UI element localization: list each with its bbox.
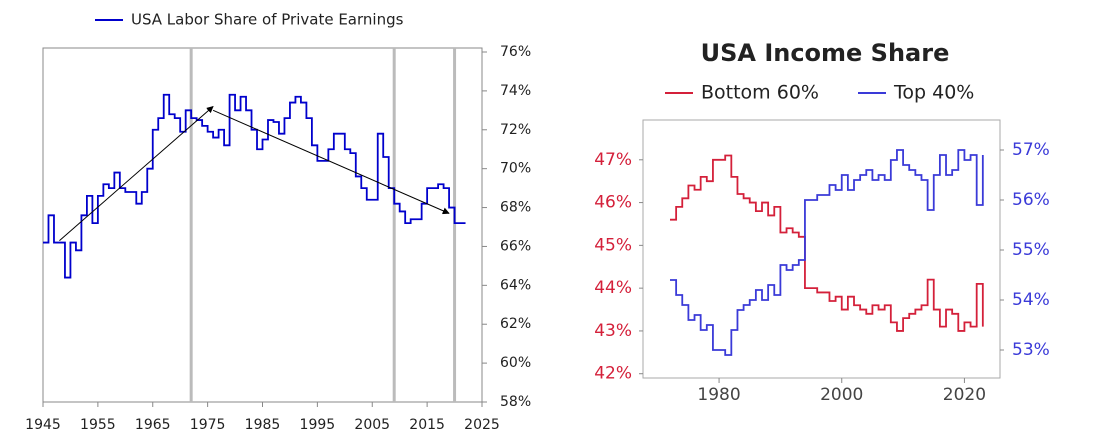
- y-tick-label: 60%: [500, 355, 531, 371]
- legend-label: Bottom 60%: [701, 82, 819, 104]
- y-tick-label: 66%: [500, 238, 531, 254]
- y-tick-label: 72%: [500, 122, 531, 138]
- y2-tick-label: 57%: [1012, 140, 1050, 160]
- y2-tick-label: 56%: [1012, 190, 1050, 210]
- x-tick-label: 1985: [245, 417, 281, 433]
- y2-tick-label: 54%: [1012, 290, 1050, 310]
- x-tick-label: 2025: [464, 417, 500, 433]
- x-tick-label: 1995: [300, 417, 336, 433]
- x-tick-label: 2020: [943, 385, 986, 405]
- y-tick-label: 58%: [500, 394, 531, 410]
- y-tick-label: 76%: [500, 44, 531, 60]
- legend-label: USA Labor Share of Private Earnings: [131, 11, 404, 29]
- arrow: [212, 109, 450, 215]
- series-line: [43, 93, 466, 279]
- y2-tick-label: 53%: [1012, 340, 1050, 360]
- x-tick-label: 1955: [80, 417, 116, 433]
- x-tick-label: 1975: [190, 417, 226, 433]
- x-tick-label: 2000: [820, 385, 863, 405]
- y-tick-label: 44%: [594, 278, 632, 298]
- y-tick-label: 62%: [500, 316, 531, 332]
- y-tick-label: 70%: [500, 161, 531, 177]
- y-tick-label: 46%: [594, 193, 632, 213]
- series-line: [669, 154, 984, 332]
- x-tick-label: 2015: [409, 417, 445, 433]
- y2-tick-label: 55%: [1012, 240, 1050, 260]
- legend-label: Top 40%: [893, 82, 974, 104]
- y-tick-label: 45%: [594, 235, 632, 255]
- x-tick-label: 1980: [697, 385, 740, 405]
- y-tick-label: 74%: [500, 83, 531, 99]
- y-tick-label: 47%: [594, 150, 632, 170]
- plot-frame: [42, 47, 483, 403]
- x-tick-label: 1945: [25, 417, 61, 433]
- arrow: [59, 105, 214, 241]
- x-tick-label: 2005: [354, 417, 390, 433]
- y-tick-label: 43%: [594, 321, 632, 341]
- x-tick-label: 1965: [135, 417, 171, 433]
- y-tick-label: 42%: [594, 364, 632, 384]
- y-tick-label: 64%: [500, 277, 531, 293]
- series-line: [669, 149, 984, 356]
- y-tick-label: 68%: [500, 200, 531, 216]
- chart-title: USA Income Share: [701, 39, 950, 67]
- plot-frame: [642, 119, 1001, 379]
